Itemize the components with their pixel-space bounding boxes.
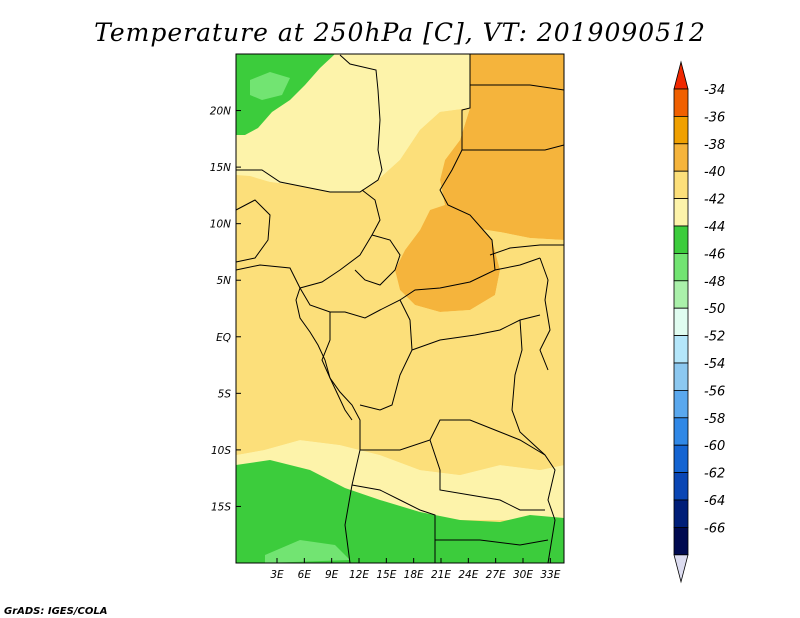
- colorbar-label: -48: [704, 275, 725, 290]
- colorbar-swatch: [673, 527, 689, 556]
- colorbar-bottom-arrow: [673, 554, 689, 584]
- colorbar-label: -60: [704, 439, 725, 454]
- country-borders: [235, 54, 565, 564]
- x-tick-label: 27E: [486, 569, 506, 581]
- y-tick-label: 20N: [210, 106, 231, 118]
- colorbar-label: -56: [704, 384, 725, 399]
- colorbar-top-arrow: [673, 60, 689, 90]
- y-tick-label: 5S: [218, 388, 232, 400]
- colorbar: -34 -36 -38 -40 -42 -44 -46 -48 -50 -52 -54 -56 -58 -…: [673, 60, 725, 584]
- colorbar-swatch: [673, 198, 689, 227]
- x-tick-label: 24E: [458, 569, 478, 581]
- colorbar-swatch: [673, 252, 689, 282]
- field-band-40-central: [395, 195, 500, 312]
- credit-label: GrADS: IGES/COLA: [4, 606, 107, 617]
- colorbar-swatch: [673, 444, 689, 474]
- colorbar-label: -38: [704, 138, 725, 153]
- colorbar-swatch: [673, 362, 689, 391]
- x-tick-label: 18E: [404, 569, 424, 581]
- colorbar-swatch: [673, 307, 689, 337]
- colorbar-label: -66: [704, 521, 725, 536]
- coastline: [295, 287, 353, 421]
- colorbar-label: -44: [704, 220, 725, 235]
- colorbar-label: -46: [704, 247, 725, 262]
- colorbar-label: -34: [704, 83, 725, 98]
- colorbar-swatch: [673, 88, 689, 117]
- colorbar-swatch: [673, 499, 689, 528]
- colorbar-label: -52: [704, 330, 725, 345]
- map-frame: [235, 53, 565, 564]
- y-tick-label: 10S: [211, 445, 231, 457]
- x-tick-label: 15E: [376, 569, 396, 581]
- colorbar-label: -50: [704, 302, 725, 317]
- colorbar-swatch: [673, 116, 689, 145]
- x-tick-label: 33E: [540, 569, 560, 581]
- x-tick-label: 12E: [349, 569, 369, 581]
- field-band-42-central: [236, 108, 564, 475]
- x-tick-label: 6E: [298, 569, 312, 581]
- figure-title: Temperature at 250hPa [C], VT: 201909051…: [94, 18, 706, 47]
- x-tick-label: 21E: [431, 569, 451, 581]
- y-tick-label: EQ: [216, 332, 231, 344]
- colorbar-swatch: [673, 472, 689, 501]
- colorbar-swatch: [673, 389, 689, 419]
- x-tick-label: 9E: [325, 569, 339, 581]
- x-axis-ticks: 3E 6E 9E 12E 15E 18E 21E 24E 27E 30E 33E: [270, 558, 561, 581]
- x-tick-label: 3E: [270, 569, 284, 581]
- colorbar-swatch: [673, 417, 689, 446]
- colorbar-label: -36: [704, 110, 725, 125]
- colorbar-swatch: [673, 143, 689, 172]
- colorbar-label: -62: [704, 467, 725, 482]
- temperature-map: 3E 6E 9E 12E 15E 18E 21E 24E 27E 30E 33E 20N 15N 10N…: [210, 53, 565, 581]
- colorbar-swatch: [673, 335, 689, 364]
- y-axis-ticks: 20N 15N 10N 5N EQ 5S 10S 15S: [210, 106, 241, 513]
- colorbar-swatch: [673, 225, 689, 254]
- field-band-46-south: [236, 460, 564, 563]
- y-tick-label: 15N: [210, 162, 231, 174]
- y-tick-label: 10N: [210, 219, 231, 231]
- colorbar-swatch: [673, 170, 689, 199]
- field-band-48-north: [250, 72, 290, 100]
- colorbar-label: -40: [704, 165, 725, 180]
- y-tick-label: 15S: [211, 501, 231, 513]
- colorbar-label: -58: [704, 412, 725, 427]
- field-band-48-south: [265, 540, 350, 563]
- colorbar-swatch: [673, 280, 689, 309]
- colorbar-label: -64: [704, 494, 725, 509]
- x-tick-label: 30E: [513, 569, 533, 581]
- colorbar-label: -42: [704, 193, 725, 208]
- colorbar-label: -54: [704, 357, 725, 372]
- field-band-46-north: [236, 54, 335, 135]
- y-tick-label: 5N: [216, 275, 231, 287]
- field-band-40-east: [440, 54, 564, 240]
